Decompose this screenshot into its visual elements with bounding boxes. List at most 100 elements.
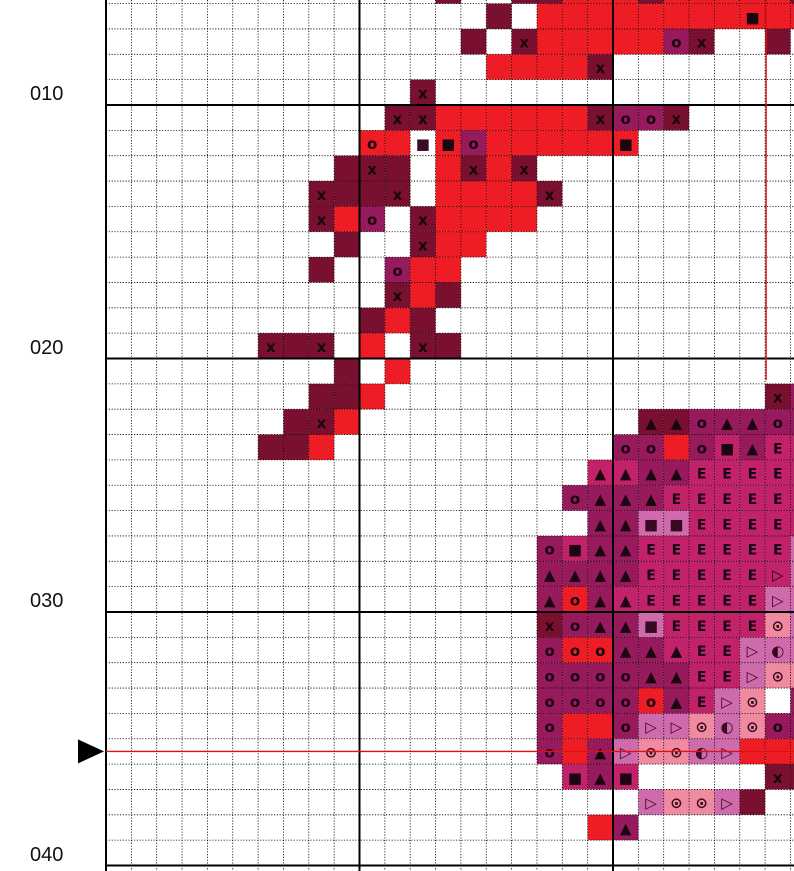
stitch-cell	[689, 3, 715, 29]
stitch-cell	[790, 0, 794, 4]
stitch-symbol: ■	[644, 515, 658, 533]
stitch-cell	[562, 0, 588, 4]
stitch-cell	[790, 713, 794, 739]
stitch-cell	[765, 637, 791, 663]
stitch-symbol: ▲	[595, 465, 607, 483]
stitch-cell	[765, 434, 791, 460]
stitch-symbol: ▲	[544, 566, 556, 584]
stitch-cell	[790, 688, 794, 714]
stitch-cell	[739, 586, 766, 612]
stitch-symbol: o	[671, 34, 681, 52]
stitch-cell	[308, 333, 335, 359]
stitch-cell	[739, 0, 766, 4]
stitch-cell	[689, 409, 715, 435]
stitch-cell	[790, 459, 794, 486]
stitch-symbol: ■	[416, 135, 430, 153]
stitch-cell	[460, 231, 487, 258]
stitch-cell	[511, 130, 537, 156]
stitch-symbol: E	[697, 568, 707, 584]
stitch-cell	[460, 28, 487, 55]
stitch-symbol: x	[773, 389, 783, 407]
stitch-symbol: E	[748, 517, 758, 533]
stitch-cell	[613, 814, 639, 841]
stitch-cell	[714, 535, 740, 562]
stitch-cell	[536, 130, 563, 156]
stitch-symbol: ▲	[595, 769, 607, 787]
stitch-symbol: x	[545, 617, 555, 635]
stitch-cell	[435, 231, 461, 258]
stitch-cell	[587, 3, 613, 29]
stitch-cell	[638, 0, 664, 4]
stitch-cell	[562, 105, 588, 131]
stitch-symbol: E	[748, 543, 758, 559]
stitch-cell	[714, 637, 740, 663]
stitch-cell	[790, 612, 794, 638]
stitch-symbol: o	[646, 439, 656, 457]
stitch-cell	[460, 155, 487, 182]
stitch-symbol: x	[418, 338, 428, 356]
stitch-symbol: E	[697, 593, 707, 609]
stitch-cell	[511, 54, 537, 80]
stitch-cell	[739, 662, 766, 689]
stitch-cell	[638, 586, 664, 612]
stitch-cell	[587, 510, 613, 536]
stitch-symbol: ▲	[671, 642, 683, 660]
stitch-cell	[663, 105, 690, 131]
stitch-symbol: ▲	[671, 667, 683, 685]
stitch-cell	[486, 155, 512, 182]
stitch-cell	[790, 3, 794, 29]
stitch-cell	[739, 485, 766, 511]
stitch-cell	[435, 333, 461, 359]
stitch-cell	[663, 637, 690, 663]
stitch-cell	[562, 586, 588, 612]
stitch-cell	[359, 383, 385, 410]
stitch-cell	[765, 409, 791, 435]
stitch-symbol: ◐	[721, 718, 734, 736]
stitch-cell	[638, 637, 664, 663]
stitch-cell	[613, 510, 639, 536]
stitch-symbol: ▷	[772, 566, 784, 584]
stitch-symbol: ▷	[772, 591, 784, 609]
stitch-cell	[638, 535, 664, 562]
stitch-cell	[663, 3, 690, 29]
stitch-symbol: E	[672, 619, 682, 635]
stitch-cell	[562, 561, 588, 587]
stitch-cell	[790, 764, 794, 790]
stitch-cell	[308, 206, 335, 232]
stitch-symbol: x	[519, 0, 529, 1]
stitch-cell	[587, 28, 613, 55]
stitch-symbol: E	[697, 644, 707, 660]
stitch-symbol: ⊙	[670, 794, 683, 812]
stitch-symbol: E	[773, 543, 783, 559]
stitch-cell	[638, 688, 664, 714]
stitch-cell	[359, 333, 385, 359]
stitch-cell	[663, 789, 690, 815]
stitch-cell	[536, 105, 563, 131]
stitch-symbol: ▲	[645, 667, 657, 685]
stitch-symbol: o	[570, 617, 580, 635]
stitch-symbol: o	[621, 667, 631, 685]
stitch-cell	[765, 535, 791, 562]
stitch-cell	[765, 3, 791, 29]
stitch-symbol: x	[317, 211, 327, 229]
stitch-cell	[689, 485, 715, 511]
stitch-symbol: ▲	[721, 414, 733, 432]
stitch-cell	[663, 713, 690, 739]
stitch-cell	[536, 54, 563, 80]
stitch-symbol: o	[570, 667, 580, 685]
stitch-cell	[384, 282, 411, 308]
stitch-cell	[536, 586, 563, 612]
stitch-symbol: E	[748, 593, 758, 609]
stitch-cell	[283, 333, 309, 359]
stitch-cell	[613, 561, 639, 587]
stitch-cell	[435, 105, 461, 131]
stitch-cell	[587, 713, 613, 739]
stitch-symbol: x	[317, 414, 327, 432]
stitch-cell	[689, 561, 715, 587]
stitch-cell	[511, 155, 537, 182]
stitch-cell	[410, 231, 436, 258]
stitch-cell	[739, 510, 766, 536]
stitch-cell	[486, 181, 512, 207]
stitch-symbol: ▲	[620, 820, 632, 838]
stitch-cell	[790, 637, 794, 663]
